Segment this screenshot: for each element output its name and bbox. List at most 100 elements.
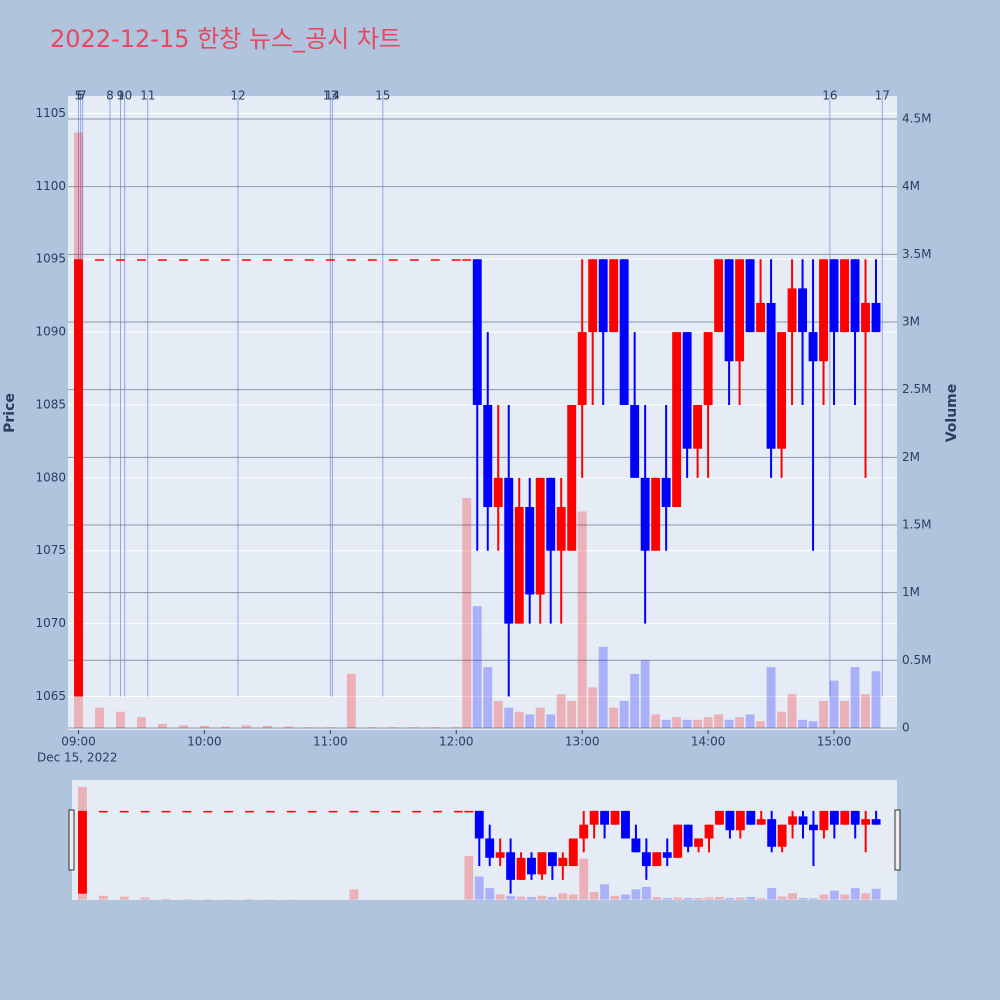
candle-body: [220, 259, 230, 261]
candle-body: [283, 259, 293, 261]
candle-body: [798, 288, 808, 333]
slider-volume-bar: [558, 893, 568, 900]
slider-candle-body: [286, 810, 296, 813]
volume-bar: [483, 667, 493, 728]
volume-bar: [409, 727, 419, 728]
candle-body: [241, 259, 251, 261]
slider-candle-body: [589, 810, 599, 825]
volume-bar: [504, 707, 514, 728]
volume-bar: [157, 723, 167, 728]
volume-bar: [546, 714, 556, 728]
slider-candle-body: [307, 810, 317, 813]
slider-volume-bar: [464, 856, 474, 900]
slider-volume-bar: [861, 893, 871, 900]
slider-candle-body: [506, 852, 516, 880]
volume-bar: [451, 727, 461, 728]
candle-body: [504, 477, 514, 624]
y-tick-label: 1075: [35, 543, 66, 557]
candle-body: [535, 477, 545, 595]
y2-tick-label: 1M: [902, 585, 920, 599]
slider-candle-body: [119, 810, 129, 813]
slider-candle-body: [798, 816, 808, 825]
volume-bar: [619, 700, 629, 728]
candle-body: [514, 507, 524, 624]
candle-body: [388, 259, 398, 261]
slider-candle-body: [547, 852, 557, 867]
volume-bar: [514, 711, 524, 728]
slider-candle-body: [328, 810, 338, 813]
range-slider: [72, 780, 897, 900]
y-tick-label: 1085: [35, 397, 66, 411]
candle-body: [74, 259, 83, 697]
y2-tick-label: 4.5M: [902, 112, 931, 126]
slider-volume-bar: [798, 898, 808, 900]
slider-candle-body: [453, 810, 463, 813]
volume-bar: [325, 727, 335, 728]
candle-body: [598, 259, 608, 333]
y2-tick-label: 4M: [902, 179, 920, 193]
slider-volume-bar: [788, 893, 798, 900]
slider-candle-body: [349, 810, 359, 813]
volume-bar: [535, 707, 545, 728]
slider-volume-bar: [527, 897, 536, 900]
volume-bar: [661, 719, 671, 728]
candle-body: [430, 259, 440, 261]
volume-bar: [745, 714, 755, 728]
volume-bar: [241, 725, 251, 728]
news-label: 11: [140, 89, 155, 103]
slider-candle-body: [516, 857, 526, 880]
slider-candle-body: [673, 824, 683, 858]
slider-volume-bar: [600, 884, 610, 900]
volume-bar: [861, 694, 870, 728]
candle-body: [325, 259, 335, 261]
volume-bar: [346, 673, 356, 728]
volume-bar: [724, 719, 734, 728]
x-tick-label: 14:00: [691, 735, 726, 749]
slider-candle-body: [391, 810, 401, 813]
slider-candle-body: [464, 810, 474, 813]
candle-body: [808, 332, 818, 362]
volume-bar: [672, 717, 682, 728]
candle-body: [861, 302, 870, 333]
y-axis-title: Price: [2, 393, 18, 433]
slider-candle-body: [641, 852, 651, 867]
candle-body: [777, 332, 787, 449]
slider-volume-bar: [506, 895, 516, 900]
volume-bar: [462, 497, 472, 728]
candle-body: [116, 259, 125, 261]
volume-bar: [693, 719, 703, 728]
range-handle[interactable]: [68, 809, 75, 871]
volume-bar: [798, 719, 808, 728]
volume-bar: [871, 671, 881, 728]
news-label: 12: [230, 89, 245, 103]
candle-body: [766, 302, 776, 449]
volume-bar: [714, 714, 724, 728]
slider-candle-body: [662, 852, 672, 858]
candle-body: [157, 259, 167, 261]
candle-body: [199, 259, 209, 261]
candle-body: [850, 259, 860, 333]
slider-candle-body: [725, 810, 735, 831]
slider-volume-bar: [777, 896, 787, 900]
volume-bar: [829, 680, 839, 728]
slider-candle-body: [819, 810, 829, 831]
range-handle[interactable]: [894, 809, 901, 871]
candle-body: [451, 259, 461, 261]
volume-bar: [808, 721, 818, 728]
volume-bar: [682, 719, 692, 728]
slider-candle-body: [610, 810, 620, 825]
volume-bar: [735, 717, 745, 728]
slider-candle-body: [224, 810, 234, 813]
slider-candle-body: [621, 810, 630, 839]
candle-body: [724, 259, 734, 362]
slider-candle-body: [600, 810, 610, 825]
slider-volume-bar: [547, 897, 557, 900]
slider-volume-bar: [767, 888, 777, 900]
candle-body: [703, 332, 713, 405]
x-tick-label: 09:00: [61, 735, 96, 749]
slider-candle-body: [683, 824, 693, 847]
y-tick-label: 1070: [35, 616, 66, 630]
slider-candle-body: [840, 810, 850, 825]
slider-candle-body: [245, 810, 254, 813]
candle-body: [367, 259, 377, 261]
